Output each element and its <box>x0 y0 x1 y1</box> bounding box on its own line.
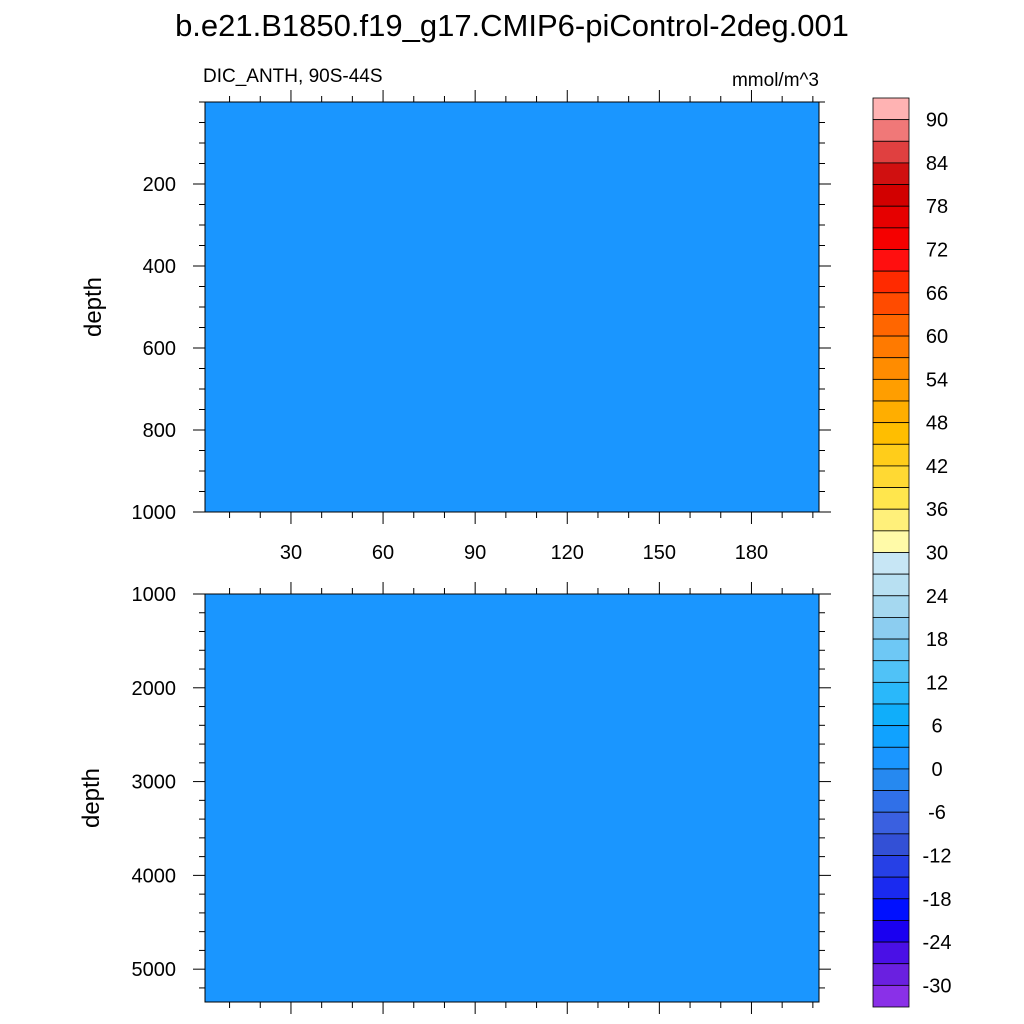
upper-y-tick-label: 1000 <box>132 502 177 524</box>
colorbar-box <box>872 703 910 727</box>
colorbar-label: 78 <box>926 196 948 218</box>
colorbar-box <box>872 443 910 467</box>
colorbar-box <box>872 855 910 878</box>
colorbar-label: 90 <box>926 110 948 132</box>
lower-y-tick-label: 5000 <box>132 959 177 981</box>
colorbar-box <box>872 270 910 294</box>
upper-x-tick-label: 180 <box>735 542 768 564</box>
upper-x-tick-label: 30 <box>280 542 302 564</box>
lower-y-tick-labels: 1000 2000 3000 4000 5000 <box>132 584 177 981</box>
colorbar-label: 42 <box>926 456 948 478</box>
colorbar-box <box>872 984 910 1008</box>
colorbar-box <box>872 292 910 315</box>
colorbar-box <box>872 811 910 835</box>
upper-frame <box>204 101 820 513</box>
colorbar-label: 18 <box>926 629 948 651</box>
colorbar-box <box>872 617 910 640</box>
colorbar-label: 24 <box>926 586 948 608</box>
upper-x-tick-label: 60 <box>372 542 394 564</box>
colorbar-box <box>872 681 910 705</box>
lower-frame <box>204 593 820 1003</box>
lower-tick-marks <box>193 582 831 1014</box>
colorbar-labels: 908478726660544842363024181260-6-12-18-2… <box>923 110 952 998</box>
lower-y-tick-label: 3000 <box>132 772 177 794</box>
colorbar-box <box>872 963 910 986</box>
colorbar-box <box>872 660 910 683</box>
colorbar-box <box>872 465 910 488</box>
colorbar-box <box>872 335 910 359</box>
upper-y-tick-label: 800 <box>143 420 176 442</box>
colorbar-label: 12 <box>926 672 948 694</box>
lower-data-field <box>205 594 819 1002</box>
upper-right-label: mmol/m^3 <box>732 70 819 91</box>
colorbar-box <box>872 833 910 856</box>
colorbar-label: -30 <box>923 975 952 997</box>
upper-y-tick-label: 200 <box>143 174 176 196</box>
colorbar-label: -6 <box>928 802 946 824</box>
colorbar-label: 84 <box>926 153 948 175</box>
colorbar-box <box>872 530 910 553</box>
colorbar-label: -12 <box>923 846 952 868</box>
colorbar-box <box>872 790 910 813</box>
colorbar: 908478726660544842363024181260-6-12-18-2… <box>872 97 952 1008</box>
colorbar-box <box>872 508 910 532</box>
colorbar-box <box>872 227 910 250</box>
upper-y-tick-label: 400 <box>143 256 176 278</box>
colorbar-box <box>872 638 910 662</box>
colorbar-box <box>872 205 910 229</box>
colorbar-box <box>872 573 910 597</box>
colorbar-label: 72 <box>926 240 948 262</box>
colorbar-box <box>872 746 910 770</box>
colorbar-label: 60 <box>926 326 948 348</box>
colorbar-box <box>872 768 910 791</box>
colorbar-label: 48 <box>926 413 948 435</box>
upper-y-axis-label: depth <box>80 277 107 337</box>
colorbar-label: 6 <box>931 716 942 738</box>
upper-left-label: DIC_ANTH, 90S-44S <box>203 66 383 87</box>
lower-y-tick-label: 2000 <box>132 678 177 700</box>
colorbar-boxes <box>872 97 910 1008</box>
colorbar-box <box>872 941 910 965</box>
colorbar-box <box>872 422 910 445</box>
figure-title: b.e21.B1850.f19_g17.CMIP6-piControl-2deg… <box>175 8 849 43</box>
colorbar-box <box>872 552 910 575</box>
colorbar-label: -18 <box>923 889 952 911</box>
colorbar-label: -24 <box>923 932 952 954</box>
colorbar-box <box>872 487 910 510</box>
upper-panel: DIC_ANTH, 90S-44S mmol/m^3 30 60 90 120 150 1… <box>80 66 831 564</box>
lower-y-tick-label: 1000 <box>132 584 177 606</box>
colorbar-box <box>872 378 910 402</box>
upper-tick-marks <box>193 90 831 524</box>
upper-y-tick-labels: 200 400 600 800 1000 <box>132 174 177 524</box>
upper-data-field <box>205 102 819 512</box>
lower-y-tick-label: 4000 <box>132 865 177 887</box>
colorbar-box <box>872 595 910 618</box>
upper-x-tick-labels: 30 60 90 120 150 180 <box>280 542 768 564</box>
colorbar-box <box>872 898 910 921</box>
colorbar-box <box>872 920 910 943</box>
colorbar-label: 54 <box>926 369 948 391</box>
colorbar-box <box>872 97 910 121</box>
upper-x-tick-label: 120 <box>551 542 584 564</box>
colorbar-label: 0 <box>931 759 942 781</box>
colorbar-box <box>872 876 910 900</box>
colorbar-label: 30 <box>926 543 948 565</box>
colorbar-box <box>872 162 910 185</box>
colorbar-box <box>872 184 910 207</box>
colorbar-box <box>872 249 910 272</box>
lower-panel: 1000 2000 3000 4000 5000 depth <box>78 582 831 1014</box>
colorbar-box <box>872 400 910 424</box>
upper-y-tick-label: 600 <box>143 338 176 360</box>
colorbar-label: 36 <box>926 499 948 521</box>
colorbar-box <box>872 140 910 164</box>
colorbar-label: 66 <box>926 283 948 305</box>
upper-x-tick-label: 150 <box>643 542 676 564</box>
colorbar-box <box>872 357 910 380</box>
colorbar-box <box>872 725 910 748</box>
lower-y-axis-label: depth <box>78 768 105 828</box>
upper-x-tick-label: 90 <box>464 542 486 564</box>
colorbar-box <box>872 314 910 337</box>
colorbar-box <box>872 119 910 142</box>
